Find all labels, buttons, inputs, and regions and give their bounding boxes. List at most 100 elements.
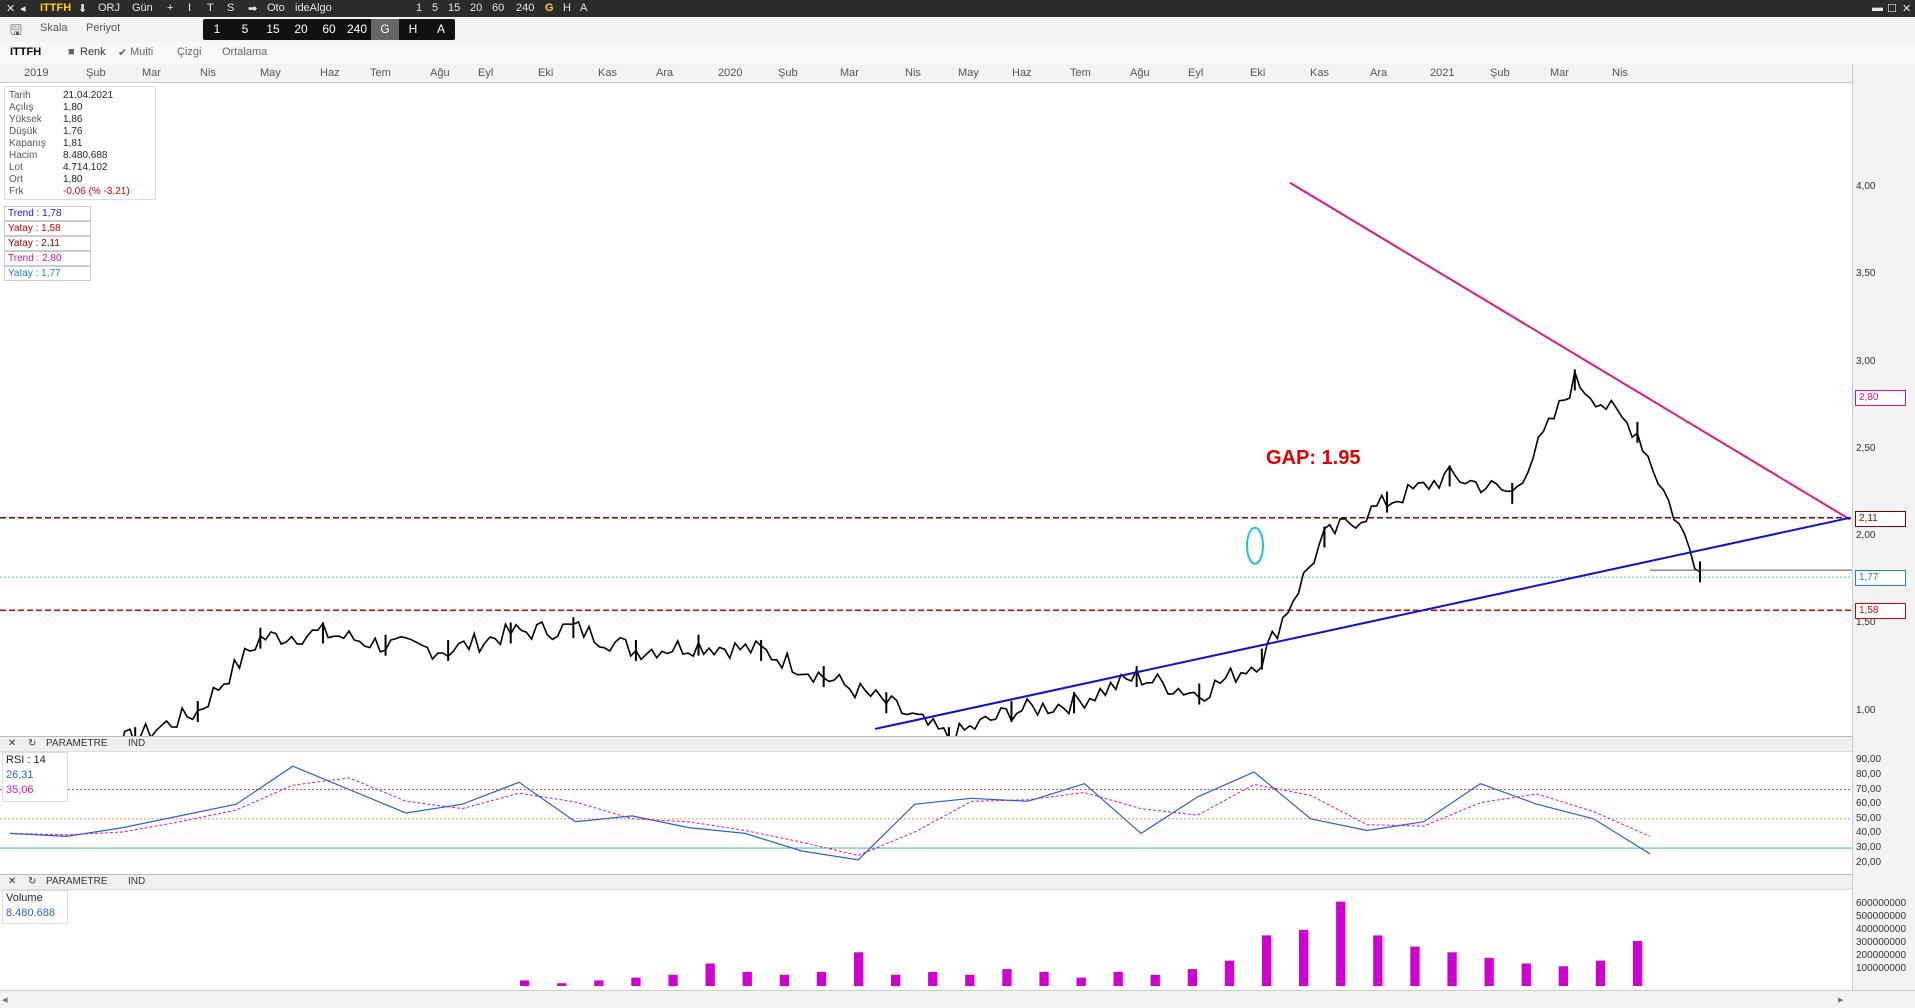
- arrow-right-icon[interactable]: ➡: [248, 3, 258, 15]
- month-tick-label: Nis: [200, 67, 216, 79]
- period-60[interactable]: 60: [492, 2, 505, 14]
- month-tick-label: May: [958, 67, 979, 79]
- plus-icon[interactable]: +: [167, 2, 174, 14]
- rsi-param-label[interactable]: PARAMETRE: [46, 738, 108, 749]
- idealgo-button[interactable]: ideAlgo: [295, 2, 332, 14]
- price-series-line: [122, 368, 1701, 736]
- rsi-panel-header: ✕ ↻ PARAMETRE IND: [0, 736, 1852, 752]
- month-tick-label: Şub: [1490, 67, 1510, 79]
- tab-renk[interactable]: Renk: [80, 46, 106, 58]
- rsi-ma-value: 35,06: [6, 784, 34, 796]
- month-tick-label: Eki: [1250, 67, 1266, 79]
- month-tick-label: Eyl: [478, 67, 494, 79]
- close-icon[interactable]: ✕: [8, 876, 17, 887]
- month-tick-label: Ara: [656, 67, 674, 79]
- scroll-right-icon[interactable]: ▸: [1838, 994, 1844, 1006]
- period-240[interactable]: 240: [516, 2, 535, 14]
- period-15[interactable]: 15: [448, 2, 461, 14]
- volume-value: 8.480.688: [6, 907, 55, 919]
- volume-panel-header: ✕ ↻ PARAMETRE IND: [0, 874, 1852, 890]
- period-btn-60[interactable]: 60: [322, 22, 336, 36]
- close-icon[interactable]: ✕: [8, 738, 17, 749]
- volume-ind-label[interactable]: IND: [128, 876, 146, 887]
- volume-bar: [1373, 935, 1383, 986]
- month-tick-label: Ara: [1370, 67, 1388, 79]
- download-icon[interactable]: ⬇: [78, 3, 88, 15]
- save-icon[interactable]: 🖫: [10, 22, 22, 38]
- refresh-icon[interactable]: ↻: [28, 876, 37, 887]
- volume-bar: [965, 974, 975, 987]
- volume-chart[interactable]: [0, 890, 1852, 988]
- period-btn-1[interactable]: 1: [213, 22, 221, 36]
- period-20[interactable]: 20: [470, 2, 483, 14]
- back-icon[interactable]: ◂: [20, 3, 26, 15]
- month-tick-label: Kas: [598, 67, 617, 79]
- period-btn-20[interactable]: 20: [294, 22, 308, 36]
- rsi-tick-label: 50,00: [1856, 812, 1882, 824]
- skala-button[interactable]: Skala: [40, 22, 68, 34]
- period-a[interactable]: A: [580, 2, 588, 14]
- month-tick-label: Mar: [142, 67, 161, 79]
- period-btn-a[interactable]: A: [436, 22, 445, 36]
- rsi-chart[interactable]: [0, 751, 1852, 872]
- rsi-tick-label: 40,00: [1856, 827, 1882, 839]
- periyot-button[interactable]: Periyot: [86, 22, 121, 34]
- volume-bar: [1224, 960, 1235, 986]
- month-tick-label: Şub: [86, 67, 106, 79]
- rsi-ind-label[interactable]: IND: [128, 738, 146, 749]
- maximize-icon[interactable]: ☐: [1887, 3, 1897, 15]
- volume-bar: [1521, 963, 1531, 986]
- gun-button[interactable]: Gün: [132, 2, 153, 14]
- month-tick-label: Nis: [905, 67, 921, 79]
- line-legend-item[interactable]: Trend : 1,78: [4, 206, 91, 221]
- rsi-tick-label: 80,00: [1856, 768, 1882, 780]
- volume-bar: [557, 983, 567, 986]
- close-icon[interactable]: ✕: [6, 3, 16, 15]
- volume-bar: [668, 974, 678, 987]
- s-button[interactable]: S: [227, 2, 235, 14]
- scroll-left-icon[interactable]: ◂: [2, 994, 8, 1006]
- i-button[interactable]: I: [188, 2, 192, 14]
- price-tick-label: 2,00: [1856, 530, 1876, 541]
- rsi-tick-label: 30,00: [1856, 842, 1882, 854]
- line-legend-item[interactable]: Yatay : 2,11: [4, 236, 91, 251]
- minimize-icon[interactable]: ▬: [1872, 2, 1883, 14]
- month-tick-label: Mar: [1550, 67, 1569, 79]
- period-btn-h[interactable]: H: [408, 22, 418, 36]
- tab-symbol[interactable]: ITTFH: [10, 46, 42, 58]
- renk-square-icon: ■: [68, 46, 75, 58]
- symbol-label[interactable]: ITTFH: [40, 2, 72, 14]
- period-btn-g[interactable]: G: [371, 19, 399, 40]
- period-1[interactable]: 1: [416, 2, 423, 14]
- month-tick-label: Ağu: [430, 67, 450, 79]
- period-g[interactable]: G: [545, 2, 554, 14]
- tab-cizgi[interactable]: Çizgi: [177, 46, 202, 58]
- price-tick-label: 3,00: [1856, 355, 1876, 367]
- volume-legend: Volume 8.480.688: [2, 890, 68, 924]
- volume-bar: [1336, 901, 1346, 986]
- line-legend-item[interactable]: Yatay : 1,77: [4, 266, 91, 281]
- rsi-legend: RSI : 14 26,31 35,06: [2, 752, 68, 802]
- line-legend-item[interactable]: Trend : 2,80: [4, 251, 91, 266]
- check-icon: ✔: [118, 47, 128, 59]
- t-button[interactable]: T: [207, 2, 214, 14]
- tab-ortalama[interactable]: Ortalama: [222, 46, 268, 58]
- oto-button[interactable]: Oto: [267, 2, 285, 14]
- orj-button[interactable]: ORJ: [98, 2, 120, 14]
- period-btn-15[interactable]: 15: [266, 22, 280, 36]
- period-5[interactable]: 5: [432, 2, 439, 14]
- refresh-icon[interactable]: ↻: [28, 738, 37, 749]
- volume-bar: [1039, 971, 1049, 986]
- rsi-ma-line: [9, 777, 1651, 856]
- close-window-icon[interactable]: ✕: [1902, 3, 1912, 15]
- price-chart[interactable]: [0, 82, 1852, 736]
- period-h[interactable]: H: [563, 2, 571, 14]
- volume-param-label[interactable]: PARAMETRE: [46, 876, 108, 887]
- rsi-tick-label: 90,00: [1856, 754, 1882, 766]
- volume-bar: [928, 971, 938, 986]
- period-btn-240[interactable]: 240: [346, 22, 368, 36]
- line-legend-item[interactable]: Yatay : 1,58: [4, 221, 91, 236]
- period-btn-5[interactable]: 5: [241, 22, 249, 36]
- tab-multi[interactable]: Multi: [130, 46, 154, 58]
- info-label: Düşük: [9, 126, 38, 137]
